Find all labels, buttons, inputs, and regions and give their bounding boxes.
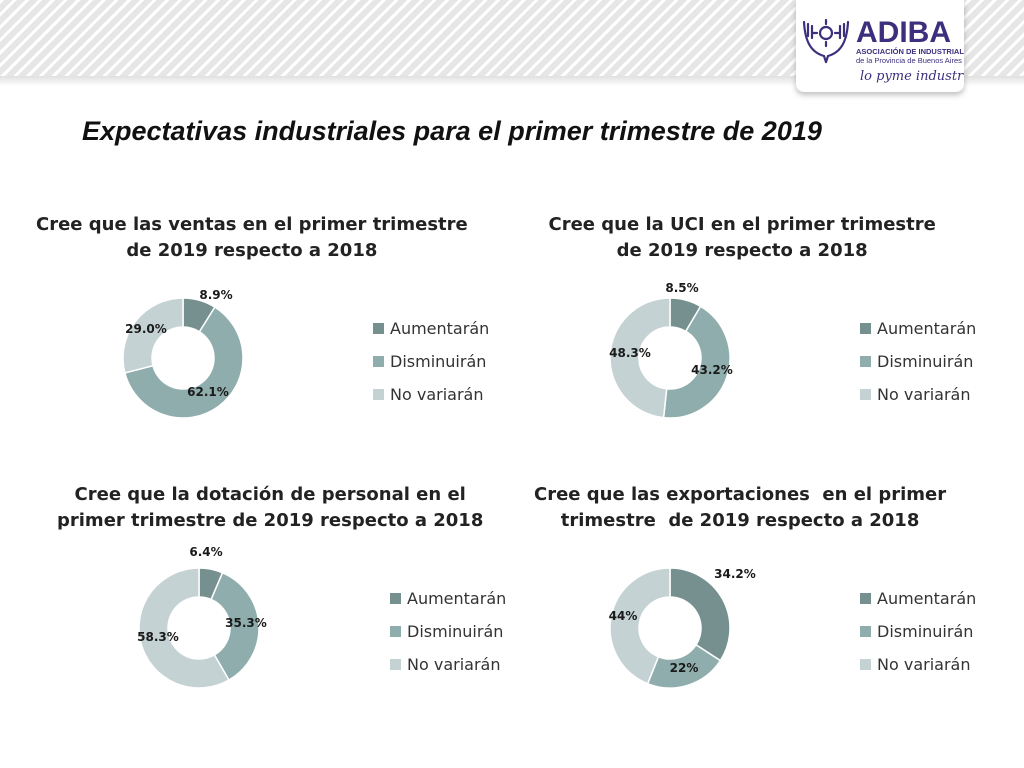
logo-line2: de la Provincia de Buenos Aires (856, 56, 962, 65)
legend-swatch (390, 626, 401, 637)
chart-legend: Aumentarán Disminuirán No variarán (860, 582, 976, 681)
donut-slice-no-variaran (609, 567, 671, 685)
legend-swatch (373, 389, 384, 400)
legend-item-no-variaran: No variarán (373, 378, 489, 411)
donut-slice-disminuiran (123, 306, 244, 419)
data-label-aumentaran: 8.9% (199, 288, 232, 302)
data-label-no-variaran: 44% (609, 609, 638, 623)
legend-label: Aumentarán (390, 319, 490, 338)
chart-uci: Cree que la UCI en el primer trimestre d… (520, 212, 1000, 442)
legend-label: Disminuirán (407, 622, 504, 641)
legend-swatch (390, 593, 401, 604)
legend-item-no-variaran: No variarán (860, 378, 976, 411)
donut-chart: 34.2% 22% 44% (609, 567, 756, 689)
legend-label: Disminuirán (877, 622, 974, 641)
chart-title: Cree que la dotación de personal en el p… (57, 484, 484, 531)
legend-item-aumentaran: Aumentarán (860, 312, 976, 345)
donut-slice-disminuiran (662, 305, 731, 419)
data-label-aumentaran: 34.2% (714, 567, 756, 581)
legend-swatch (860, 626, 871, 637)
data-label-no-variaran: 58.3% (137, 630, 179, 644)
legend-label: No variarán (877, 655, 971, 674)
legend-label: No variarán (407, 655, 501, 674)
legend-label: No variarán (390, 385, 484, 404)
legend-swatch (373, 323, 384, 334)
data-label-disminuiran: 22% (670, 661, 699, 675)
donut-slice-no-variaran (609, 297, 671, 419)
data-label-no-variaran: 48.3% (609, 346, 651, 360)
legend-item-disminuiran: Disminuirán (373, 345, 489, 378)
chart-legend: Aumentarán Disminuirán No variarán (860, 312, 976, 411)
adiba-logo-graphic: ADIBA ASOCIACIÓN DE INDUSTRIALES de la P… (802, 16, 964, 84)
page-title: Expectativas industriales para el primer… (82, 116, 822, 146)
chart-title: Cree que las exportaciones en el primer … (534, 484, 947, 531)
legend-swatch (860, 593, 871, 604)
donut-slice-no-variaran (122, 297, 184, 374)
legend-item-aumentaran: Aumentarán (390, 582, 506, 615)
legend-label: Disminuirán (877, 352, 974, 371)
legend-swatch (390, 659, 401, 670)
logo-line1: ASOCIACIÓN DE INDUSTRIALES (856, 47, 964, 56)
legend-label: Aumentarán (877, 589, 977, 608)
chart-legend: Aumentarán Disminuirán No variarán (373, 312, 489, 411)
legend-label: Disminuirán (390, 352, 487, 371)
donut-chart: 8.5% 43.2% 48.3% (609, 281, 733, 419)
data-label-aumentaran: 8.5% (665, 281, 698, 295)
legend-item-aumentaran: Aumentarán (373, 312, 489, 345)
donut-slice-disminuiran (210, 571, 260, 682)
chart-ventas: Cree que las ventas en el primer trimest… (36, 212, 520, 442)
legend-swatch (860, 389, 871, 400)
legend-item-disminuiran: Disminuirán (860, 345, 976, 378)
legend-item-disminuiran: Disminuirán (390, 615, 506, 648)
chart-dotacion: Cree que la dotación de personal en el p… (40, 482, 520, 712)
donut-slice-aumentaran (669, 567, 731, 662)
legend-label: Aumentarán (877, 319, 977, 338)
adiba-logo: ADIBA ASOCIACIÓN DE INDUSTRIALES de la P… (796, 0, 964, 92)
data-label-disminuiran: 35.3% (225, 616, 267, 630)
legend-swatch (860, 659, 871, 670)
donut-chart: 6.4% 35.3% 58.3% (137, 545, 267, 689)
logo-name: ADIBA (856, 16, 951, 49)
chart-title: Cree que la UCI en el primer trimestre d… (548, 214, 936, 261)
logo-tagline: lo pyme industrial (860, 69, 964, 84)
legend-item-no-variaran: No variarán (390, 648, 506, 681)
legend-label: Aumentarán (407, 589, 507, 608)
donut-chart: 8.9% 62.1% 29.0% (122, 288, 244, 419)
legend-item-disminuiran: Disminuirán (860, 615, 976, 648)
chart-exportaciones: Cree que las exportaciones en el primer … (520, 482, 1000, 712)
header-band-shadow (0, 76, 1024, 86)
chart-legend: Aumentarán Disminuirán No variarán (390, 582, 506, 681)
data-label-disminuiran: 43.2% (691, 363, 733, 377)
legend-label: No variarán (877, 385, 971, 404)
legend-swatch (860, 356, 871, 367)
chart-title: Cree que las ventas en el primer trimest… (36, 214, 468, 261)
legend-item-aumentaran: Aumentarán (860, 582, 976, 615)
donut-slice-no-variaran (138, 567, 230, 689)
legend-item-no-variaran: No variarán (860, 648, 976, 681)
legend-swatch (860, 323, 871, 334)
hands-gear-icon (802, 18, 850, 64)
data-label-aumentaran: 6.4% (189, 545, 222, 559)
legend-swatch (373, 356, 384, 367)
data-label-no-variaran: 29.0% (125, 322, 167, 336)
data-label-disminuiran: 62.1% (187, 385, 229, 399)
